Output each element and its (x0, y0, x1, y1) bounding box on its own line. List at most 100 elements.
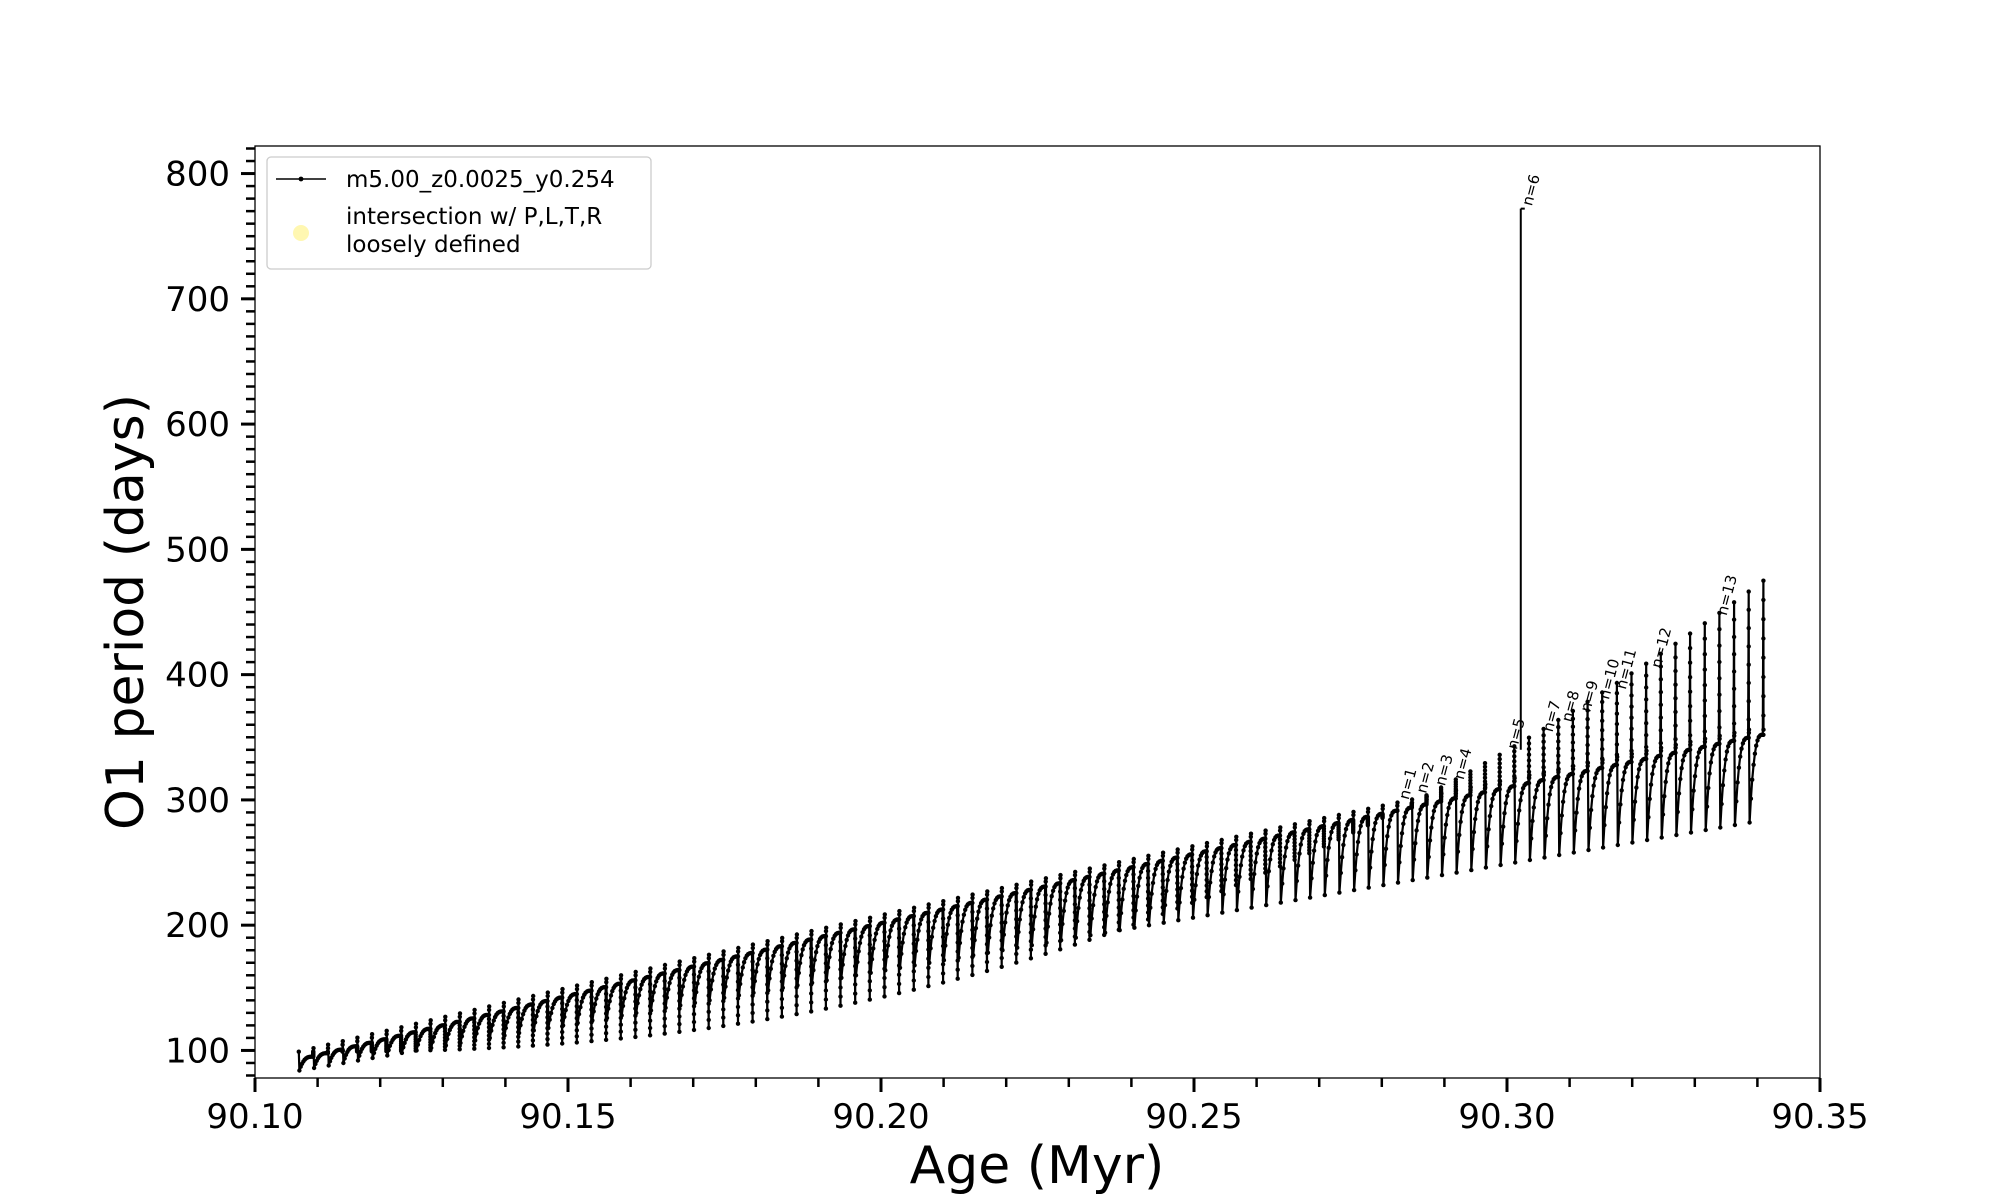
series-point (603, 1031, 609, 1036)
series-point (1030, 927, 1036, 932)
series-point (1706, 785, 1711, 791)
series-point (1014, 882, 1019, 887)
series-point (868, 970, 873, 975)
series-point (1585, 751, 1590, 756)
series-point (765, 956, 770, 961)
series-point (1600, 709, 1605, 714)
series-point (970, 900, 975, 906)
series-point (940, 907, 946, 912)
series-point (1237, 874, 1242, 879)
series-point (592, 1002, 598, 1007)
series-point (1600, 737, 1605, 742)
series-point (1292, 837, 1297, 842)
series-point (457, 1019, 462, 1024)
series-point (1497, 765, 1502, 770)
series-point (1717, 676, 1722, 681)
series-point (751, 990, 756, 995)
series-point (1512, 744, 1517, 749)
series-point (1061, 908, 1067, 914)
series-point (1270, 842, 1276, 847)
series-point (457, 1026, 462, 1031)
series-point (589, 980, 594, 985)
series-point (853, 918, 858, 924)
series-point (706, 993, 711, 998)
series-point (916, 928, 921, 933)
series-point (1558, 830, 1563, 836)
series-point (1208, 880, 1213, 885)
series-point (1234, 837, 1239, 843)
series-point (459, 1034, 465, 1039)
series-point (915, 937, 920, 942)
series-point (971, 953, 976, 958)
series-point (1058, 872, 1063, 878)
series-point (1497, 752, 1502, 757)
series-point (897, 912, 902, 917)
series-point (735, 987, 741, 993)
series-point (1702, 621, 1708, 626)
series-point (1263, 845, 1268, 850)
series-point (973, 925, 979, 931)
series-point (1355, 839, 1361, 845)
series-point (1351, 809, 1356, 815)
series-point (750, 1010, 755, 1016)
series-point (944, 931, 949, 937)
series-point (1309, 876, 1314, 881)
series-point (765, 999, 770, 1004)
series-point (1028, 887, 1034, 892)
series-point (1175, 906, 1180, 911)
series-point (1001, 932, 1006, 937)
series-point (1029, 943, 1035, 948)
series-point (1489, 803, 1494, 809)
series-point (1373, 820, 1378, 826)
series-point (1483, 865, 1489, 870)
series-point (1292, 840, 1297, 845)
series-point (784, 956, 789, 961)
series-point (1160, 891, 1166, 897)
series-point (1248, 848, 1253, 854)
series-point (589, 994, 594, 1000)
series-point (1116, 875, 1122, 881)
series-point (1295, 863, 1301, 868)
series-point (857, 940, 863, 946)
series-point (1634, 785, 1639, 790)
series-point (472, 1007, 477, 1013)
series-point (1131, 865, 1136, 870)
x-axis: 90.10 90.15 90.20 90.25 90.30 90.35 (206, 1078, 1869, 1137)
series-point (1366, 806, 1371, 811)
series-point (1233, 882, 1239, 888)
series-point (838, 994, 843, 999)
series-point (984, 942, 990, 947)
series-point (884, 954, 889, 959)
series-point (574, 991, 579, 997)
series-point (970, 945, 975, 951)
series-point (1622, 770, 1627, 775)
series-point (487, 1004, 492, 1009)
series-point (1292, 825, 1298, 830)
series-point (678, 1003, 683, 1008)
series-point (1731, 721, 1737, 726)
series-point (1578, 779, 1583, 784)
series-point (677, 1014, 682, 1019)
series-point (1731, 738, 1737, 743)
series-point (1121, 886, 1126, 891)
series-point (1556, 760, 1561, 765)
series-point (1620, 777, 1626, 783)
series-point (1673, 668, 1678, 674)
series-point (369, 1032, 375, 1037)
series-point (1746, 730, 1752, 735)
series-point (1102, 866, 1107, 871)
series-point (1746, 680, 1751, 686)
series-point (1292, 843, 1297, 849)
series-point (940, 952, 946, 958)
series-point (1761, 636, 1766, 641)
series-point (1153, 866, 1158, 872)
series-point (622, 996, 627, 1001)
series-point (823, 970, 829, 975)
series-point (1193, 883, 1198, 888)
series-point (342, 1056, 347, 1061)
series-point (1636, 767, 1642, 772)
series-point (1629, 671, 1634, 676)
series-point (1675, 809, 1680, 815)
series-point (1043, 884, 1048, 889)
series-point (1575, 796, 1581, 802)
